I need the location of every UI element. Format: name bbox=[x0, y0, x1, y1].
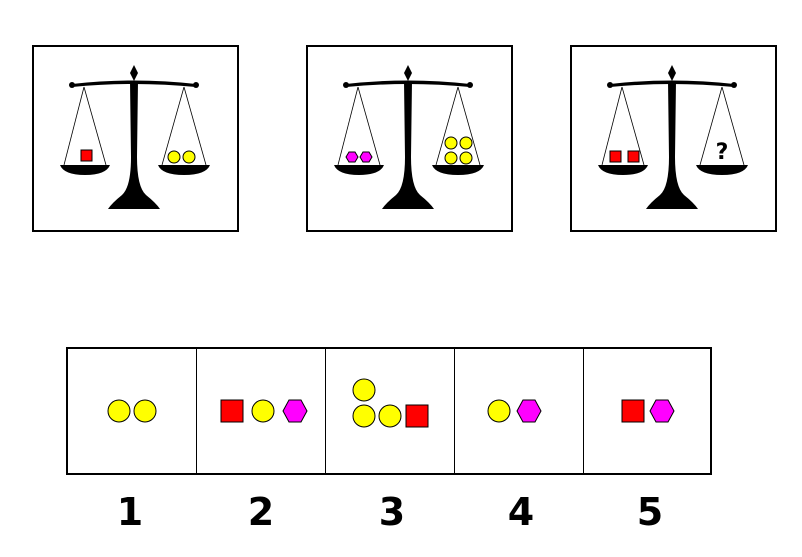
circle-shape bbox=[107, 399, 131, 423]
circle-shape bbox=[487, 399, 511, 423]
scale-frame bbox=[60, 65, 210, 209]
option-number-4: 4 bbox=[507, 490, 535, 534]
circle-shape bbox=[444, 136, 458, 150]
hexagon-shape bbox=[359, 151, 373, 163]
option-number-3: 3 bbox=[378, 490, 406, 534]
option-number-5: 5 bbox=[636, 490, 664, 534]
circle-shape bbox=[251, 399, 275, 423]
square-shape bbox=[609, 150, 622, 163]
hexagon-shape bbox=[649, 399, 675, 423]
option-number-2: 2 bbox=[247, 490, 275, 534]
scale-panel-1 bbox=[32, 45, 239, 232]
circle-shape bbox=[459, 151, 473, 165]
circle-shape bbox=[352, 404, 376, 428]
scale-panel-2 bbox=[306, 45, 513, 232]
scale-frame bbox=[334, 65, 484, 209]
square-shape bbox=[621, 399, 645, 423]
answer-options bbox=[66, 347, 712, 475]
circle-shape bbox=[444, 151, 458, 165]
option-1[interactable] bbox=[68, 349, 197, 473]
option-3[interactable] bbox=[326, 349, 455, 473]
circle-shape bbox=[167, 150, 181, 164]
square-shape bbox=[220, 399, 244, 423]
circle-shape bbox=[133, 399, 157, 423]
unknown-weight-mark: ? bbox=[716, 140, 729, 165]
square-shape bbox=[627, 150, 640, 163]
scale-panel-3: ? bbox=[570, 45, 777, 232]
balance-scale-3: ? bbox=[598, 65, 748, 209]
option-2[interactable] bbox=[197, 349, 326, 473]
balance-scale-2 bbox=[334, 65, 484, 209]
hexagon-shape bbox=[345, 151, 359, 163]
balance-scale-1 bbox=[60, 65, 210, 209]
circle-shape bbox=[352, 378, 376, 402]
circle-shape bbox=[182, 150, 196, 164]
hexagon-shape bbox=[516, 399, 542, 423]
option-5[interactable] bbox=[584, 349, 712, 473]
option-number-1: 1 bbox=[116, 490, 144, 534]
circle-shape bbox=[459, 136, 473, 150]
circle-shape bbox=[378, 404, 402, 428]
hexagon-shape bbox=[282, 399, 308, 423]
square-shape bbox=[405, 404, 429, 428]
square-shape bbox=[80, 149, 93, 162]
option-4[interactable] bbox=[455, 349, 584, 473]
scale-frame bbox=[598, 65, 748, 209]
